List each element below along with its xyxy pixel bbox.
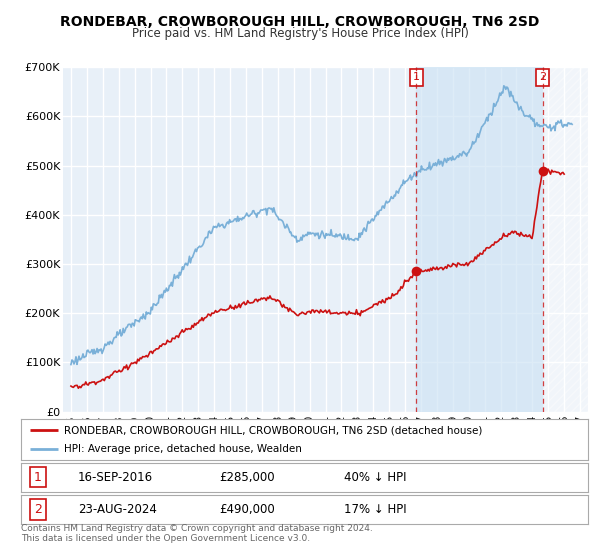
Text: £285,000: £285,000 xyxy=(220,470,275,484)
Bar xyxy=(542,67,588,412)
Text: 2: 2 xyxy=(539,72,546,82)
Text: RONDEBAR, CROWBOROUGH HILL, CROWBOROUGH, TN6 2SD: RONDEBAR, CROWBOROUGH HILL, CROWBOROUGH,… xyxy=(61,15,539,29)
Text: 1: 1 xyxy=(413,72,420,82)
Text: 2: 2 xyxy=(34,503,42,516)
Text: 23-AUG-2024: 23-AUG-2024 xyxy=(78,503,157,516)
Text: Price paid vs. HM Land Registry's House Price Index (HPI): Price paid vs. HM Land Registry's House … xyxy=(131,27,469,40)
Text: 40% ↓ HPI: 40% ↓ HPI xyxy=(344,470,407,484)
Text: RONDEBAR, CROWBOROUGH HILL, CROWBOROUGH, TN6 2SD (detached house): RONDEBAR, CROWBOROUGH HILL, CROWBOROUGH,… xyxy=(64,426,482,436)
Bar xyxy=(416,67,542,412)
Text: 16-SEP-2016: 16-SEP-2016 xyxy=(78,470,153,484)
Text: £490,000: £490,000 xyxy=(220,503,275,516)
Text: 1: 1 xyxy=(34,470,42,484)
Text: Contains HM Land Registry data © Crown copyright and database right 2024.
This d: Contains HM Land Registry data © Crown c… xyxy=(21,524,373,543)
Text: HPI: Average price, detached house, Wealden: HPI: Average price, detached house, Weal… xyxy=(64,444,301,454)
Text: 17% ↓ HPI: 17% ↓ HPI xyxy=(344,503,407,516)
